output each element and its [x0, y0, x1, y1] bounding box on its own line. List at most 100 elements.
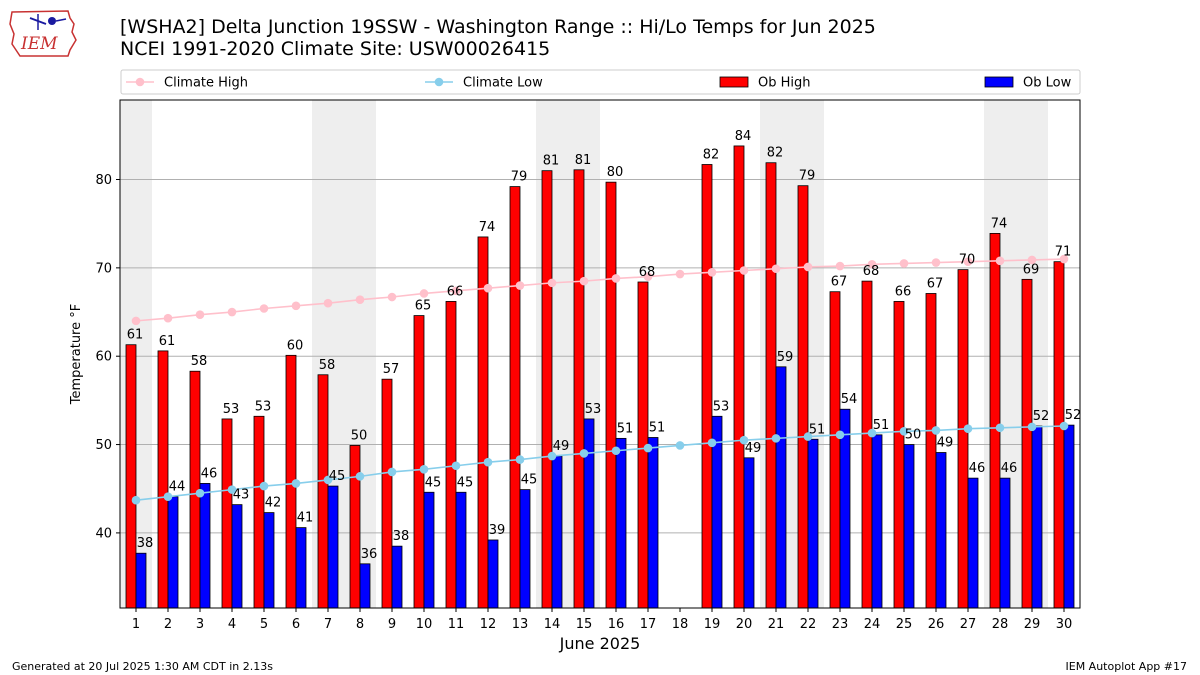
ob-high-bar-16 [605, 181, 617, 609]
ob-low-label-8: 36 [361, 547, 378, 562]
climate-low-point-28 [995, 423, 1005, 433]
ob-low-bar-24 [871, 434, 883, 609]
ob-low-bar-17 [647, 437, 659, 609]
y-tick-label-60: 60 [95, 350, 112, 365]
climate-low-point-18 [675, 441, 685, 450]
ob-high-bar-25 [893, 301, 905, 609]
ob-high-label-13: 79 [511, 170, 528, 185]
x-tick-label-23: 23 [832, 617, 849, 632]
climate-low-point-11 [451, 461, 461, 471]
x-tick-label-18: 18 [672, 617, 689, 632]
footer-generated: Generated at 20 Jul 2025 1:30 AM CDT in … [12, 660, 273, 673]
ob-high-bar-21 [765, 162, 777, 609]
ob-high-bar-9 [381, 378, 393, 609]
climate-high-point-30 [1059, 254, 1069, 264]
ob-high-label-3: 58 [191, 354, 208, 369]
ob-high-bar-19 [701, 164, 713, 609]
ob-low-label-6: 41 [297, 511, 314, 526]
climate-high-point-3 [195, 310, 205, 319]
ob-low-bar-11 [455, 491, 467, 609]
ob-high-label-1: 61 [127, 328, 144, 343]
climate-high-point-14 [547, 278, 557, 288]
climate-low-line [135, 425, 1065, 502]
ob-high-label-24: 68 [863, 264, 880, 279]
ob-high-bar-7 [317, 374, 329, 609]
climate-low-point-13 [515, 455, 525, 464]
x-tick-label-30: 30 [1056, 617, 1073, 632]
x-tick-label-20: 20 [736, 617, 753, 632]
ob-high-label-15: 81 [575, 153, 592, 168]
chart-title: [WSHA2] Delta Junction 19SSW - Washingto… [120, 16, 876, 60]
ob-high-bar-5 [253, 415, 265, 609]
climate-high-point-24 [867, 260, 877, 269]
ob-low-label-27: 46 [969, 461, 986, 476]
x-axis-label: June 2025 [559, 634, 641, 653]
climate-high-point-28 [995, 256, 1005, 266]
ob-high-bar-4 [221, 418, 233, 609]
ob-high-label-29: 69 [1023, 262, 1040, 277]
ob-high-bar-22 [797, 185, 809, 609]
ob-low-bar-9 [391, 545, 403, 609]
ob-high-bar-8 [349, 445, 361, 609]
ob-low-label-24: 51 [873, 418, 890, 433]
x-tick-label-27: 27 [960, 617, 977, 632]
ob-low-bar-3 [199, 483, 211, 609]
ob-high-bar-11 [445, 301, 457, 609]
bars [125, 145, 1075, 609]
x-tick-label-24: 24 [864, 617, 881, 632]
ob-high-bar-14 [541, 170, 553, 609]
ob-low-bar-1 [135, 552, 147, 609]
ob-low-label-25: 50 [905, 428, 922, 443]
climate-low-point-12 [483, 457, 493, 467]
ob-low-bar-13 [519, 489, 531, 609]
ob-low-label-26: 49 [937, 436, 954, 451]
ob-high-label-25: 66 [895, 284, 912, 299]
climate-high-point-20 [739, 266, 749, 275]
ob-low-label-12: 39 [489, 523, 506, 538]
legend-climate-high-marker [135, 77, 145, 87]
climate-low-point-29 [1027, 422, 1037, 432]
ob-high-bar-13 [509, 186, 521, 609]
ob-high-label-30: 71 [1055, 245, 1072, 260]
ob-high-label-23: 67 [831, 275, 848, 290]
ob-high-label-5: 53 [255, 399, 272, 414]
x-tick-label-29: 29 [1024, 617, 1041, 632]
ob-high-bar-2 [157, 350, 169, 609]
climate-low-point-17 [643, 443, 653, 453]
climate-high-point-13 [515, 281, 525, 290]
ob-low-bar-12 [487, 539, 499, 609]
ob-low-label-9: 38 [393, 529, 410, 544]
chart-title-line1: [WSHA2] Delta Junction 19SSW - Washingto… [120, 16, 876, 38]
ob-low-label-13: 45 [521, 473, 538, 488]
iem-logo-text: IEM [20, 34, 58, 54]
x-tick-label-13: 13 [512, 617, 529, 632]
ob-low-bar-16 [615, 437, 627, 609]
legend-climate-high-label: Climate High [164, 76, 248, 91]
ob-high-bar-1 [125, 344, 137, 609]
ob-high-bar-23 [829, 291, 841, 609]
ob-low-bar-25 [903, 444, 915, 609]
legend-ob-low-label: Ob Low [1023, 76, 1072, 91]
x-tick-label-7: 7 [324, 617, 332, 632]
climate-low-point-23 [835, 430, 845, 440]
ob-low-bar-8 [359, 563, 371, 609]
x-tick-label-10: 10 [416, 617, 433, 632]
ob-high-label-19: 82 [703, 147, 720, 162]
ob-low-label-28: 46 [1001, 461, 1018, 476]
climate-high-point-15 [579, 276, 589, 286]
ob-high-label-17: 68 [639, 265, 656, 280]
climate-high-point-1 [131, 316, 141, 326]
legend-ob-high-swatch [719, 76, 749, 88]
ob-low-bar-23 [839, 408, 851, 609]
climate-low-point-16 [611, 446, 621, 456]
ob-high-label-20: 84 [735, 129, 752, 144]
ob-low-bar-10 [423, 491, 435, 609]
ob-low-bar-22 [807, 438, 819, 609]
ob-high-label-27: 70 [959, 253, 976, 268]
ob-high-bar-15 [573, 169, 585, 609]
ob-high-label-22: 79 [799, 169, 816, 184]
ob-low-bar-5 [263, 512, 275, 609]
ob-high-bar-12 [477, 236, 489, 609]
ob-high-bar-20 [733, 145, 745, 609]
